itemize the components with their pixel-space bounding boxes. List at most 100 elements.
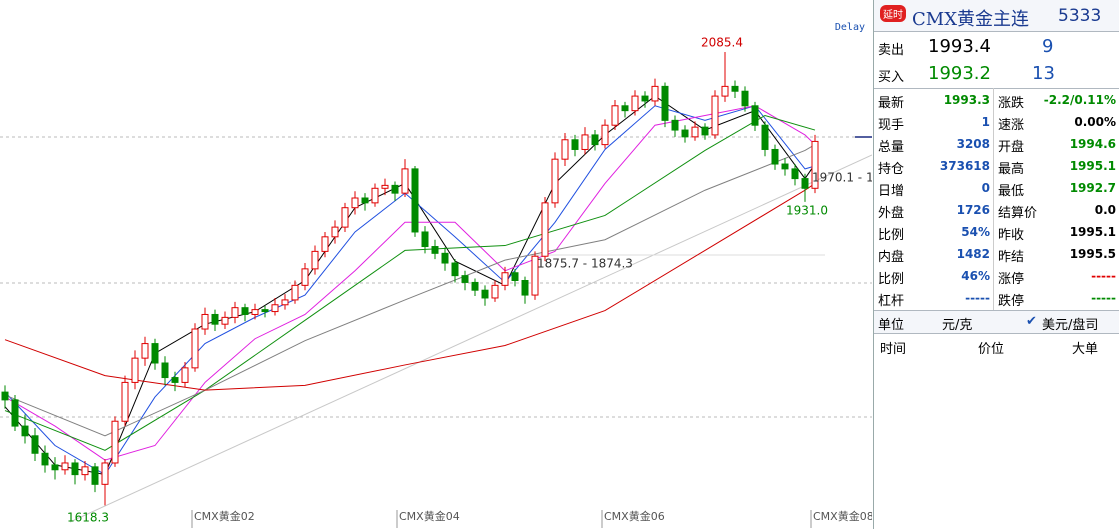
candle-body (691, 126, 699, 138)
quote-value: ----- (965, 291, 990, 305)
candle-body (761, 124, 769, 150)
candle-body (501, 272, 509, 286)
quote-value: 0 (981, 181, 990, 195)
ask-price: 1993.4 (928, 36, 991, 57)
quote-row: 杠杆 ----- 跌停 ----- (874, 287, 1119, 309)
candle-body (621, 105, 629, 112)
unit-option[interactable]: 美元/盘司 (1042, 318, 1099, 333)
low-label: 1618.3 (67, 511, 109, 525)
candle-body (31, 435, 39, 454)
candle-body (771, 148, 779, 165)
candle-body (171, 377, 179, 383)
candle-body (551, 158, 559, 204)
quote-label: 持仓 (878, 162, 905, 177)
ask-volume: 9 (1042, 36, 1054, 57)
quote-label: 日增 (878, 184, 905, 199)
candle-body (651, 85, 659, 102)
quote-value: 1994.6 (1069, 137, 1116, 151)
candle-body (371, 187, 379, 204)
candle-body (151, 343, 159, 364)
candle-body (471, 281, 479, 291)
candle-body (101, 462, 109, 485)
quote-row: 持仓 373618 最高 1995.1 (874, 155, 1119, 177)
candle-body (231, 307, 239, 318)
candle-body (811, 140, 819, 189)
x-tick-label: CMX黄金02 (194, 509, 255, 523)
unit-option[interactable]: 元/克 (942, 318, 973, 333)
bid-label: 买入 (878, 70, 905, 85)
candle-body (561, 139, 569, 160)
candle-body (351, 197, 359, 209)
quote-value: 54% (961, 225, 990, 239)
quote-label: 涨停 (998, 272, 1025, 287)
quote-value: ----- (1091, 269, 1116, 283)
candle-body (491, 284, 499, 299)
candle-body (141, 343, 149, 359)
candle-body (411, 168, 419, 233)
x-tick-label: CMX黄金08 (813, 509, 872, 523)
quote-label: 现手 (878, 118, 905, 133)
candle-body (711, 95, 719, 136)
candle-body (341, 207, 349, 228)
candle-body (361, 197, 369, 204)
quote-value: 1993.3 (943, 93, 990, 107)
quote-label: 比例 (878, 272, 905, 287)
candle-body (631, 95, 639, 112)
quote-value: 1482 (956, 247, 990, 261)
quote-value: -2.2/0.11% (1043, 93, 1116, 107)
bid-price: 1993.2 (928, 63, 991, 84)
candle-body (441, 252, 449, 264)
candle-body (721, 85, 729, 97)
candle-body (511, 272, 519, 281)
quote-value: 46% (961, 269, 990, 283)
candle-body (481, 289, 489, 299)
candle-body (181, 367, 189, 383)
candle-body (301, 268, 309, 286)
candle-body (71, 462, 79, 476)
quote-label: 比例 (878, 228, 905, 243)
candle-body (391, 184, 399, 194)
candle-body (241, 307, 249, 315)
candle-body (751, 105, 759, 126)
candle-body (1, 391, 9, 401)
quote-row: 比例 54% 昨收 1995.1 (874, 221, 1119, 243)
candle-body (611, 105, 619, 126)
instrument-title: CMX黄金主连 (912, 9, 1030, 30)
candle-body (261, 309, 269, 313)
candle-body (131, 357, 139, 383)
quote-label: 涨跌 (998, 96, 1025, 111)
unit-check: ✔ (1026, 314, 1037, 329)
candle-body (21, 425, 29, 437)
bid-row: 买入 1993.2 13 (874, 62, 1119, 88)
moving-average (4, 114, 816, 451)
quote-label: 跌停 (998, 294, 1025, 309)
candle-body (321, 236, 329, 252)
candle-body (51, 464, 59, 471)
quote-value: 3208 (956, 137, 990, 151)
quote-label: 速涨 (998, 118, 1025, 133)
candle-body (281, 299, 289, 306)
candle-body (591, 134, 599, 146)
candle-body (191, 328, 199, 369)
quote-label: 最新 (878, 96, 905, 111)
candle-body (681, 129, 689, 138)
candle-body (81, 466, 89, 476)
candle-body (11, 399, 19, 427)
quote-label: 开盘 (998, 140, 1025, 155)
candle-body (521, 280, 529, 296)
quote-value: 1995.1 (1069, 159, 1116, 173)
trade-header: 时间 价位 大单 (874, 335, 1119, 357)
quote-row: 比例 46% 涨停 ----- (874, 265, 1119, 287)
candle-body (741, 90, 749, 107)
quote-value: 1995.1 (1069, 225, 1116, 239)
quote-value: 0.00% (1074, 115, 1116, 129)
candle-body (791, 168, 799, 180)
divider (874, 88, 1119, 89)
candle-body (641, 95, 649, 102)
delay-label: Delay (835, 22, 865, 33)
candle-body (531, 255, 539, 296)
column-header: 大单 (1072, 342, 1099, 357)
candle-body (541, 202, 549, 257)
candle-body (701, 126, 709, 136)
candle-body (201, 313, 209, 330)
